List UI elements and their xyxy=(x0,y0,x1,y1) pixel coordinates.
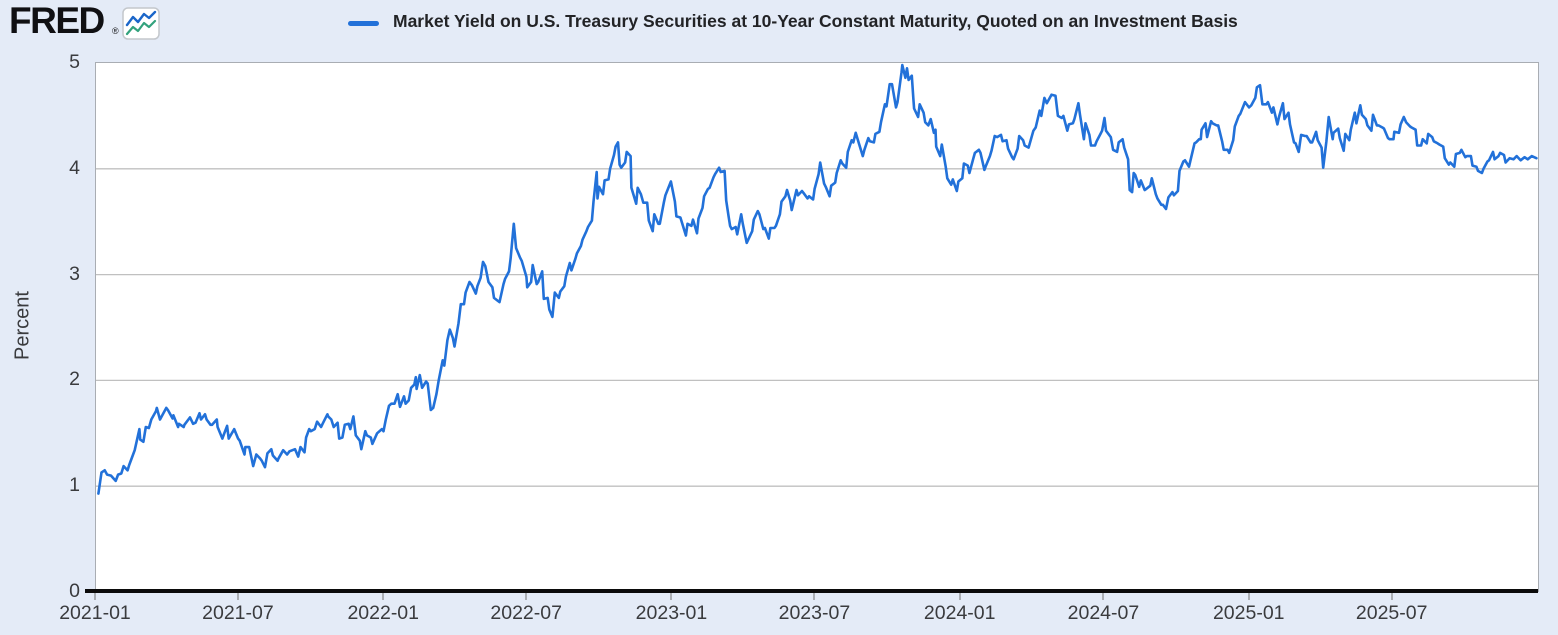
y-tick-label: 0 xyxy=(69,580,80,602)
x-tick-label: 2021-01 xyxy=(59,602,131,624)
plot-area[interactable] xyxy=(95,62,1539,592)
chart-header: FRED ® Market Yield on U.S. Treasury Sec… xyxy=(0,0,1558,48)
legend-series-label: Market Yield on U.S. Treasury Securities… xyxy=(393,11,1238,31)
fred-chart-icon xyxy=(122,7,160,40)
x-tick-mark xyxy=(1390,593,1393,600)
icon-blue-line xyxy=(125,10,157,27)
x-tick-mark xyxy=(525,593,528,600)
x-tick-mark xyxy=(813,593,816,600)
x-tick-mark xyxy=(1102,593,1105,600)
x-tick-label: 2024-01 xyxy=(923,602,996,624)
x-tick-mark xyxy=(236,593,239,600)
x-tick-mark xyxy=(94,593,96,600)
icon-teal-line xyxy=(125,19,157,36)
x-tick-label: 2025-01 xyxy=(1212,602,1285,624)
y-tick-label: 4 xyxy=(69,156,80,179)
x-tick-mark xyxy=(670,593,673,600)
gridlines xyxy=(96,168,1538,487)
y-tick-label: 2 xyxy=(69,368,80,391)
y-tick-label: 1 xyxy=(69,474,80,497)
x-tick-mark xyxy=(958,593,961,600)
legend-line-swatch xyxy=(348,21,379,26)
registered-trademark: ® xyxy=(112,26,119,36)
x-tick-mark xyxy=(382,593,385,600)
chart-canvas[interactable] xyxy=(96,63,1538,592)
x-tick-label: 2023-01 xyxy=(635,602,708,624)
x-tick-mark xyxy=(1247,593,1250,600)
y-tick-label: 5 xyxy=(69,51,80,73)
x-tick-label: 2025-07 xyxy=(1355,602,1428,624)
x-tick-label: 2022-01 xyxy=(347,602,420,624)
x-tick-label: 2024-07 xyxy=(1067,602,1140,624)
treasury-yield-line[interactable] xyxy=(97,63,1538,495)
x-tick-label: 2023-07 xyxy=(778,602,851,624)
x-tick-label: 2021-07 xyxy=(202,602,274,624)
x-axis-line xyxy=(85,589,1538,593)
fred-logo[interactable]: FRED xyxy=(9,0,105,41)
x-tick-label: 2022-07 xyxy=(490,602,562,624)
y-tick-label: 3 xyxy=(69,262,80,285)
